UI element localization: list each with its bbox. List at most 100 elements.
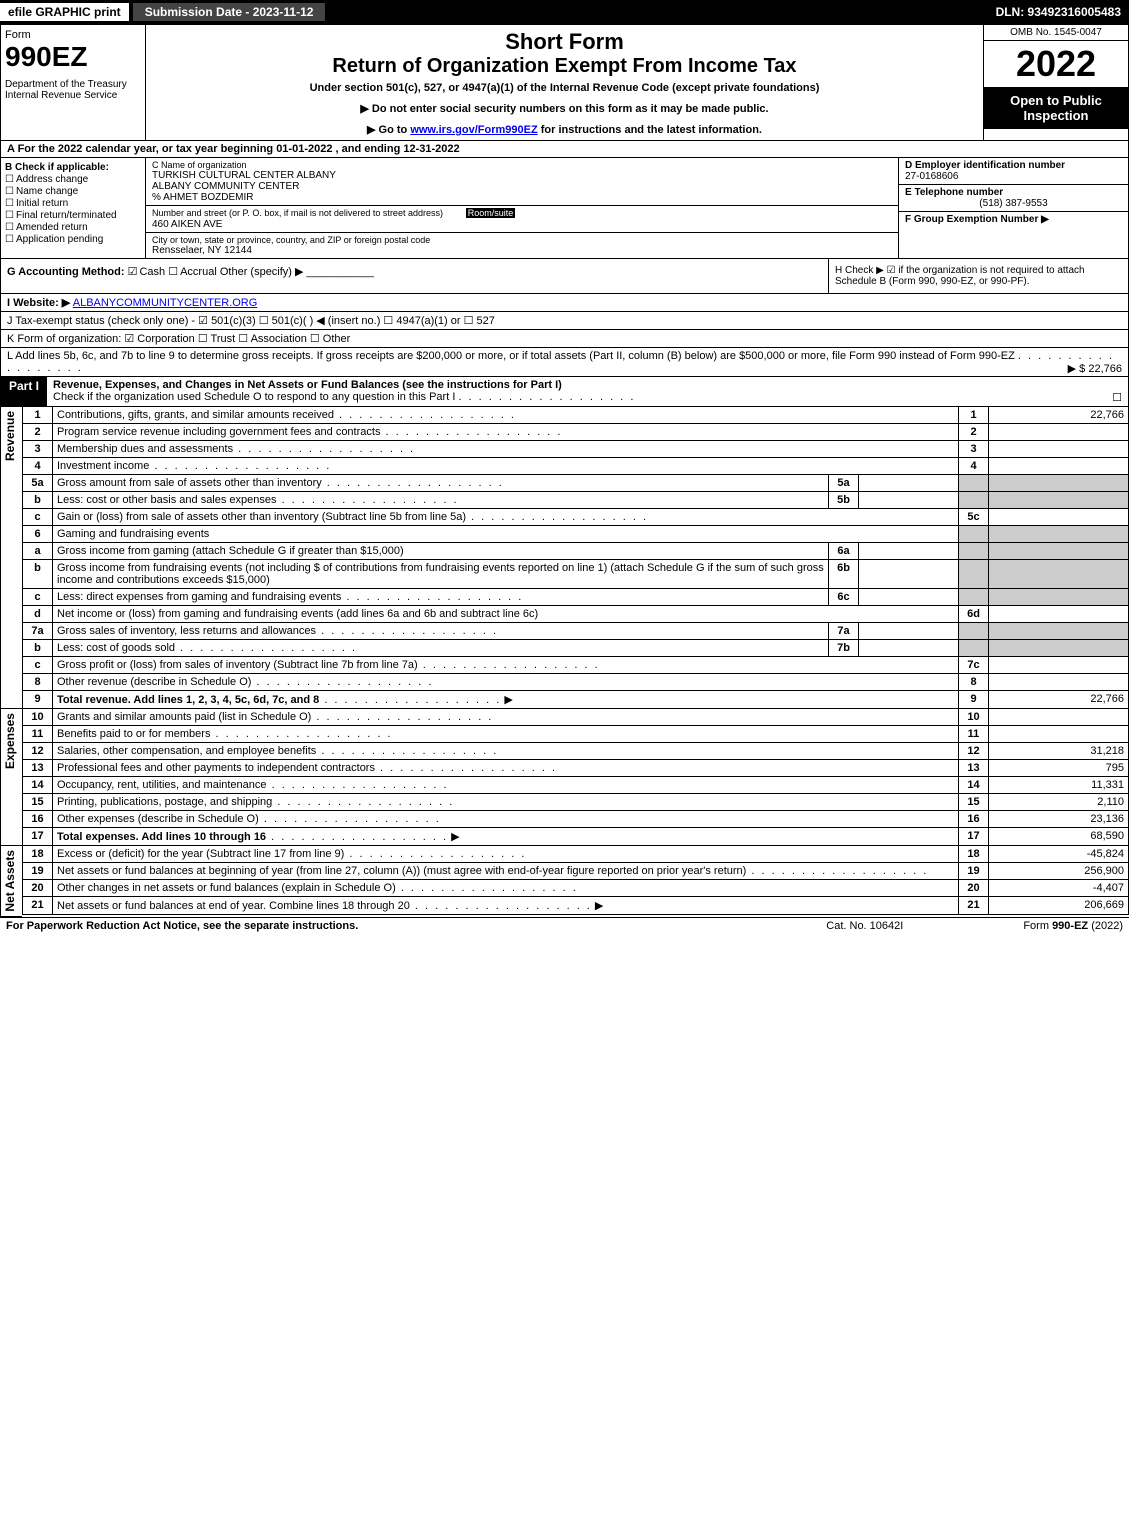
part-1-header-row: Part I Revenue, Expenses, and Changes in… xyxy=(0,377,1129,407)
chk-final-return[interactable]: Final return/terminated xyxy=(5,210,141,221)
form-number: 990EZ xyxy=(5,41,141,73)
city-value: Rensselaer, NY 12144 xyxy=(152,245,892,256)
netassets-tab: Net Assets xyxy=(0,846,22,917)
city-cell: City or town, state or province, country… xyxy=(146,233,898,258)
short-form-title: Short Form xyxy=(154,29,975,55)
line-4: 4Investment income4 xyxy=(23,458,1129,475)
line-7c: cGross profit or (loss) from sales of in… xyxy=(23,657,1129,674)
row-a-period: A For the 2022 calendar year, or tax yea… xyxy=(0,141,1129,158)
line-6b: bGross income from fundraising events (n… xyxy=(23,560,1129,589)
chk-application-pending[interactable]: Application pending xyxy=(5,234,141,245)
instr2-pre: ▶ Go to xyxy=(367,124,410,136)
line-5b: bLess: cost or other basis and sales exp… xyxy=(23,492,1129,509)
room-label: Room/suite xyxy=(466,208,516,218)
name-label: C Name of organization xyxy=(152,160,892,170)
street-label: Number and street (or P. O. box, if mail… xyxy=(152,208,443,218)
header-mid: Short Form Return of Organization Exempt… xyxy=(146,25,983,140)
line-20: 20Other changes in net assets or fund ba… xyxy=(23,880,1129,897)
netassets-tab-label: Net Assets xyxy=(1,846,19,916)
header-left: Form 990EZ Department of the Treasury In… xyxy=(1,25,146,140)
irs-link[interactable]: www.irs.gov/Form990EZ xyxy=(410,124,537,136)
line-7a: 7aGross sales of inventory, less returns… xyxy=(23,623,1129,640)
instruction-1: ▶ Do not enter social security numbers o… xyxy=(154,102,975,115)
instruction-2: ▶ Go to www.irs.gov/Form990EZ for instru… xyxy=(154,123,975,136)
row-k-org-form: K Form of organization: ☑ Corporation ☐ … xyxy=(0,330,1129,348)
group-label: F Group Exemption Number ▶ xyxy=(905,214,1122,225)
l20-desc: Other changes in net assets or fund bala… xyxy=(57,882,396,894)
row-gh: G Accounting Method: Cash Accrual Other … xyxy=(0,259,1129,294)
line-6c: cLess: direct expenses from gaming and f… xyxy=(23,589,1129,606)
chk-address-change[interactable]: Address change xyxy=(5,174,141,185)
col-b-header: B Check if applicable: xyxy=(5,162,141,173)
line-3: 3Membership dues and assessments3 xyxy=(23,441,1129,458)
line-2: 2Program service revenue including gover… xyxy=(23,424,1129,441)
netassets-table: 18Excess or (deficit) for the year (Subt… xyxy=(22,846,1129,915)
tel-label: E Telephone number xyxy=(905,187,1122,198)
row-l-gross-receipts: L Add lines 5b, 6c, and 7b to line 9 to … xyxy=(0,348,1129,377)
row-l-amount: ▶ $ 22,766 xyxy=(1068,362,1122,375)
efile-label: efile GRAPHIC print xyxy=(0,3,129,21)
accounting-method: G Accounting Method: Cash Accrual Other … xyxy=(1,259,828,293)
l7a-desc: Gross sales of inventory, less returns a… xyxy=(57,625,316,637)
form-word: Form xyxy=(5,29,141,41)
l18-desc: Excess or (deficit) for the year (Subtra… xyxy=(57,848,344,860)
part-1-title: Revenue, Expenses, and Changes in Net As… xyxy=(47,377,1128,406)
line-13: 13Professional fees and other payments t… xyxy=(23,760,1129,777)
line-10: 10Grants and similar amounts paid (list … xyxy=(23,709,1129,726)
line-8: 8Other revenue (describe in Schedule O)8 xyxy=(23,674,1129,691)
chk-cash[interactable]: Cash xyxy=(128,266,166,278)
l19-desc: Net assets or fund balances at beginning… xyxy=(57,865,746,877)
l12-desc: Salaries, other compensation, and employ… xyxy=(57,745,316,757)
ein-cell: D Employer identification number 27-0168… xyxy=(899,158,1128,185)
top-bar: efile GRAPHIC print Submission Date - 20… xyxy=(0,0,1129,24)
omb-number: OMB No. 1545-0047 xyxy=(984,25,1128,41)
part-1-check-text: Check if the organization used Schedule … xyxy=(53,391,455,403)
footer-mid: Cat. No. 10642I xyxy=(826,920,903,932)
line-12: 12Salaries, other compensation, and empl… xyxy=(23,743,1129,760)
col-b-checkboxes: B Check if applicable: Address change Na… xyxy=(1,158,146,258)
chk-accrual[interactable]: Accrual xyxy=(168,266,217,278)
line-19: 19Net assets or fund balances at beginni… xyxy=(23,863,1129,880)
line-18: 18Excess or (deficit) for the year (Subt… xyxy=(23,846,1129,863)
chk-name-change[interactable]: Name change xyxy=(5,186,141,197)
expenses-tab-label: Expenses xyxy=(1,709,19,773)
netassets-section: Net Assets 18Excess or (deficit) for the… xyxy=(0,846,1129,917)
line-21: 21Net assets or fund balances at end of … xyxy=(23,897,1129,915)
line-1: 1Contributions, gifts, grants, and simil… xyxy=(23,407,1129,424)
expenses-section: Expenses 10Grants and similar amounts pa… xyxy=(0,709,1129,846)
line-6: 6Gaming and fundraising events xyxy=(23,526,1129,543)
revenue-tab: Revenue xyxy=(0,407,22,709)
l3-desc: Membership dues and assessments xyxy=(57,443,233,455)
l1-desc: Contributions, gifts, grants, and simila… xyxy=(57,409,334,421)
line-5c: cGain or (loss) from sale of assets othe… xyxy=(23,509,1129,526)
expenses-table: 10Grants and similar amounts paid (list … xyxy=(22,709,1129,846)
l5c-desc: Gain or (loss) from sale of assets other… xyxy=(57,511,466,523)
form-subtitle: Under section 501(c), 527, or 4947(a)(1)… xyxy=(154,82,975,94)
street-cell: Number and street (or P. O. box, if mail… xyxy=(146,206,898,233)
submission-date: Submission Date - 2023-11-12 xyxy=(133,3,326,21)
l13-desc: Professional fees and other payments to … xyxy=(57,762,375,774)
ein-label: D Employer identification number xyxy=(905,160,1122,171)
website-label: I Website: ▶ xyxy=(7,297,70,309)
tax-year: 2022 xyxy=(984,41,1128,87)
l10-desc: Grants and similar amounts paid (list in… xyxy=(57,711,311,723)
line-15: 15Printing, publications, postage, and s… xyxy=(23,794,1129,811)
dept-label: Department of the Treasury Internal Reve… xyxy=(5,79,141,101)
l5a-desc: Gross amount from sale of assets other t… xyxy=(57,477,322,489)
line-9: 9Total revenue. Add lines 1, 2, 3, 4, 5c… xyxy=(23,691,1129,709)
line-17: 17Total expenses. Add lines 10 through 1… xyxy=(23,828,1129,846)
line-5a: 5aGross amount from sale of assets other… xyxy=(23,475,1129,492)
street-value: 460 AIKEN AVE xyxy=(152,219,892,230)
other-specify: Other (specify) ▶ xyxy=(220,266,304,278)
l8-desc: Other revenue (describe in Schedule O) xyxy=(57,676,251,688)
line-6d: dNet income or (loss) from gaming and fu… xyxy=(23,606,1129,623)
row-l-text: L Add lines 5b, 6c, and 7b to line 9 to … xyxy=(7,350,1015,362)
part-1-check-box[interactable]: ☐ xyxy=(1112,391,1122,404)
schedule-b-check: H Check ▶ ☑ if the organization is not r… xyxy=(828,259,1128,293)
header-right: OMB No. 1545-0047 2022 Open to Public In… xyxy=(983,25,1128,140)
page-footer: For Paperwork Reduction Act Notice, see … xyxy=(0,917,1129,934)
chk-initial-return[interactable]: Initial return xyxy=(5,198,141,209)
line-11: 11Benefits paid to or for members11 xyxy=(23,726,1129,743)
chk-amended-return[interactable]: Amended return xyxy=(5,222,141,233)
website-link[interactable]: ALBANYCOMMUNITYCENTER.ORG xyxy=(73,297,258,309)
